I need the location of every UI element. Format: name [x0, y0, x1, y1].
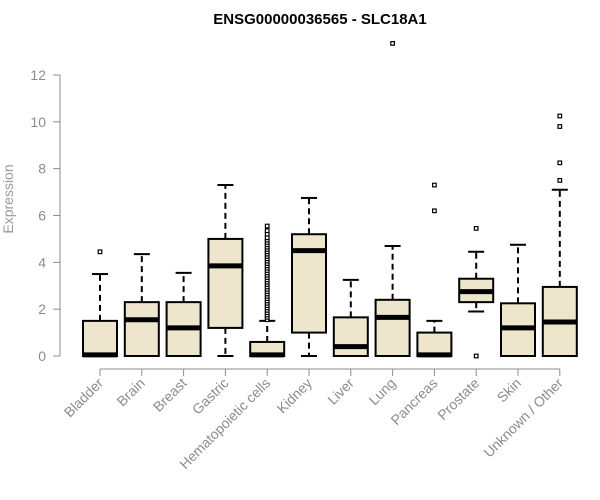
- outlier-point: [432, 208, 437, 214]
- outlier-point: [473, 225, 479, 231]
- box-body: [123, 301, 160, 357]
- outlier-point: [432, 182, 437, 188]
- box-body: [207, 237, 244, 329]
- x-tick-label: Skin: [494, 375, 525, 406]
- box-hematopoietic-cells: [249, 223, 286, 358]
- x-tick-label: Liver: [324, 375, 357, 408]
- box-breast: [165, 271, 202, 357]
- y-tick-label: 2: [38, 301, 46, 317]
- outlier-point: [264, 223, 270, 229]
- box-bladder: [82, 249, 118, 358]
- outlier-point: [264, 228, 270, 234]
- x-tick-label: Prostate: [434, 375, 482, 423]
- outlier-point: [557, 113, 563, 119]
- y-tick-label: 0: [38, 348, 46, 364]
- y-tick-label: 6: [38, 208, 46, 224]
- box-pancreas: [416, 182, 453, 358]
- box-gastric: [207, 184, 244, 357]
- outlier-point: [390, 40, 395, 46]
- box-body: [82, 319, 118, 357]
- outlier-point: [473, 353, 479, 359]
- box-unknown-other: [541, 113, 578, 358]
- y-tick-label: 10: [30, 114, 46, 130]
- box-lung: [374, 40, 411, 357]
- box-liver: [332, 278, 369, 357]
- box-body: [374, 298, 411, 357]
- y-tick-label: 8: [38, 161, 46, 177]
- x-tick-label: Brain: [113, 375, 147, 409]
- x-tick-label: Unknown / Other: [480, 375, 566, 461]
- chart-title: ENSG00000036565 - SLC18A1: [213, 11, 426, 28]
- outlier-point: [97, 249, 103, 255]
- outlier-point: [557, 177, 563, 183]
- box-prostate: [458, 225, 495, 359]
- box-series: [82, 40, 578, 359]
- box-body: [332, 316, 369, 357]
- y-tick-label: 12: [30, 67, 46, 83]
- outlier-point: [557, 124, 563, 129]
- x-tick-label: Bladder: [61, 375, 107, 421]
- box-kidney: [291, 196, 327, 357]
- y-axis-label: Expression: [0, 164, 16, 233]
- y-axis: 0 2 4 6 8 10 12: [30, 67, 61, 364]
- x-tick-label: Breast: [150, 375, 190, 415]
- box-brain: [123, 253, 160, 357]
- outlier-point: [557, 160, 563, 166]
- box-skin: [500, 243, 536, 357]
- x-tick-label: Lung: [365, 375, 398, 408]
- y-tick-label: 4: [38, 254, 46, 270]
- x-tick-label: Kidney: [274, 375, 316, 417]
